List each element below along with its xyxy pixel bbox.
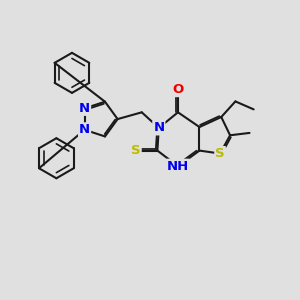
Text: O: O bbox=[172, 83, 184, 96]
Text: N: N bbox=[79, 102, 90, 115]
Text: N: N bbox=[153, 122, 164, 134]
Text: NH: NH bbox=[167, 160, 189, 173]
Text: N: N bbox=[79, 123, 90, 136]
Text: S: S bbox=[131, 144, 141, 157]
Text: S: S bbox=[215, 147, 225, 160]
